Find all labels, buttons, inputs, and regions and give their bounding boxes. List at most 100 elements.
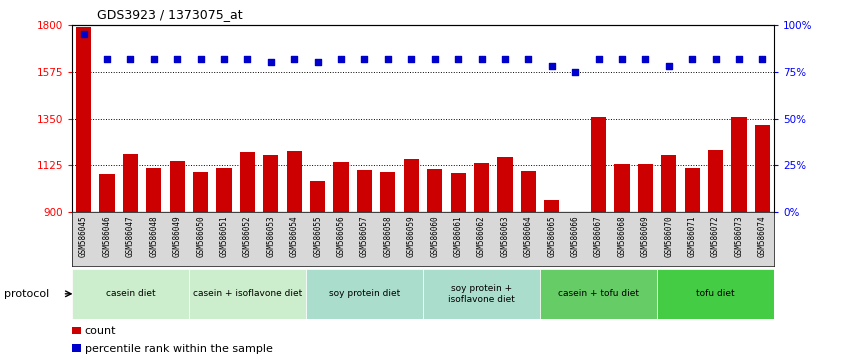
Bar (100, 174, 114, 212)
Bar (662, 155, 676, 212)
Point (733, 56, 746, 61)
Text: GSM586064: GSM586064 (524, 215, 533, 257)
Bar (497, 157, 513, 212)
Text: GSM586073: GSM586073 (734, 215, 744, 257)
Point (334, 56, 348, 61)
Point (264, 59, 277, 65)
Bar (170, 161, 184, 212)
Point (288, 56, 301, 61)
Bar (540, 269, 657, 319)
Point (591, 56, 605, 61)
Text: soy protein diet: soy protein diet (329, 289, 400, 298)
Bar (404, 159, 419, 212)
Point (170, 56, 184, 61)
Bar (755, 125, 770, 212)
Point (358, 56, 371, 61)
Text: soy protein +
isoflavone diet: soy protein + isoflavone diet (448, 284, 515, 303)
Text: GSM586056: GSM586056 (337, 215, 345, 257)
Point (452, 56, 465, 61)
Text: GSM586062: GSM586062 (477, 215, 486, 257)
Text: GSM586074: GSM586074 (758, 215, 766, 257)
Text: GSM586048: GSM586048 (150, 215, 158, 257)
Point (639, 56, 652, 61)
Point (240, 56, 254, 61)
Bar (76, 27, 91, 212)
Text: GSM586052: GSM586052 (243, 215, 252, 257)
Bar (657, 269, 774, 319)
Bar (287, 151, 302, 212)
Point (100, 56, 113, 61)
Bar (306, 269, 423, 319)
Bar (638, 165, 653, 212)
Point (475, 56, 488, 61)
Point (569, 69, 582, 74)
Point (311, 59, 325, 65)
Bar (732, 116, 746, 212)
Point (77, 31, 91, 37)
Point (685, 56, 699, 61)
Text: count: count (85, 326, 116, 336)
Text: GSM586061: GSM586061 (453, 215, 463, 257)
Bar (357, 170, 372, 212)
Point (615, 56, 629, 61)
Text: GSM586068: GSM586068 (618, 215, 626, 257)
Bar (310, 181, 325, 212)
Text: GSM586060: GSM586060 (431, 215, 439, 257)
Point (755, 56, 769, 61)
Bar (684, 167, 700, 212)
Bar (263, 155, 278, 212)
Text: GDS3923 / 1373075_at: GDS3923 / 1373075_at (97, 8, 243, 21)
Bar (72, 269, 189, 319)
Text: GSM586063: GSM586063 (501, 215, 509, 257)
Text: GSM586072: GSM586072 (711, 215, 720, 257)
Bar (544, 200, 559, 212)
Text: GSM586066: GSM586066 (571, 215, 580, 257)
Bar (614, 165, 629, 212)
Text: percentile rank within the sample: percentile rank within the sample (85, 344, 272, 354)
Text: tofu diet: tofu diet (696, 289, 735, 298)
Bar (189, 269, 306, 319)
Text: GSM586057: GSM586057 (360, 215, 369, 257)
Point (404, 56, 418, 61)
Bar (591, 116, 606, 212)
Point (428, 56, 442, 61)
Text: GSM586055: GSM586055 (313, 215, 322, 257)
Text: GSM586067: GSM586067 (594, 215, 603, 257)
Bar (217, 167, 232, 212)
Text: GSM586046: GSM586046 (102, 215, 112, 257)
Text: casein + tofu diet: casein + tofu diet (558, 289, 639, 298)
Text: GSM586065: GSM586065 (547, 215, 556, 257)
Text: GSM586069: GSM586069 (641, 215, 650, 257)
Bar (193, 172, 208, 212)
Text: GSM586051: GSM586051 (220, 215, 228, 257)
Text: GSM586058: GSM586058 (383, 215, 393, 257)
Point (662, 63, 675, 69)
Text: GSM586054: GSM586054 (290, 215, 299, 257)
Point (124, 56, 137, 61)
Point (498, 56, 512, 61)
Text: GSM586053: GSM586053 (266, 215, 275, 257)
Point (194, 56, 207, 61)
Point (521, 56, 536, 61)
Text: GSM586045: GSM586045 (80, 215, 88, 257)
Text: GSM586049: GSM586049 (173, 215, 182, 257)
Bar (240, 152, 255, 212)
Text: GSM586050: GSM586050 (196, 215, 205, 257)
Bar (568, 212, 583, 219)
Point (545, 63, 558, 69)
Point (147, 56, 161, 61)
Bar (427, 169, 442, 212)
Text: GSM586071: GSM586071 (688, 215, 696, 257)
Point (381, 56, 394, 61)
Bar (708, 150, 723, 212)
Text: GSM586059: GSM586059 (407, 215, 415, 257)
Bar (474, 164, 489, 212)
Bar (333, 162, 349, 212)
Bar (423, 269, 540, 319)
Bar (123, 154, 138, 212)
Bar (521, 171, 536, 212)
Text: casein + isoflavone diet: casein + isoflavone diet (193, 289, 302, 298)
Bar (451, 173, 465, 212)
Bar (381, 172, 395, 212)
Text: GSM586047: GSM586047 (126, 215, 135, 257)
